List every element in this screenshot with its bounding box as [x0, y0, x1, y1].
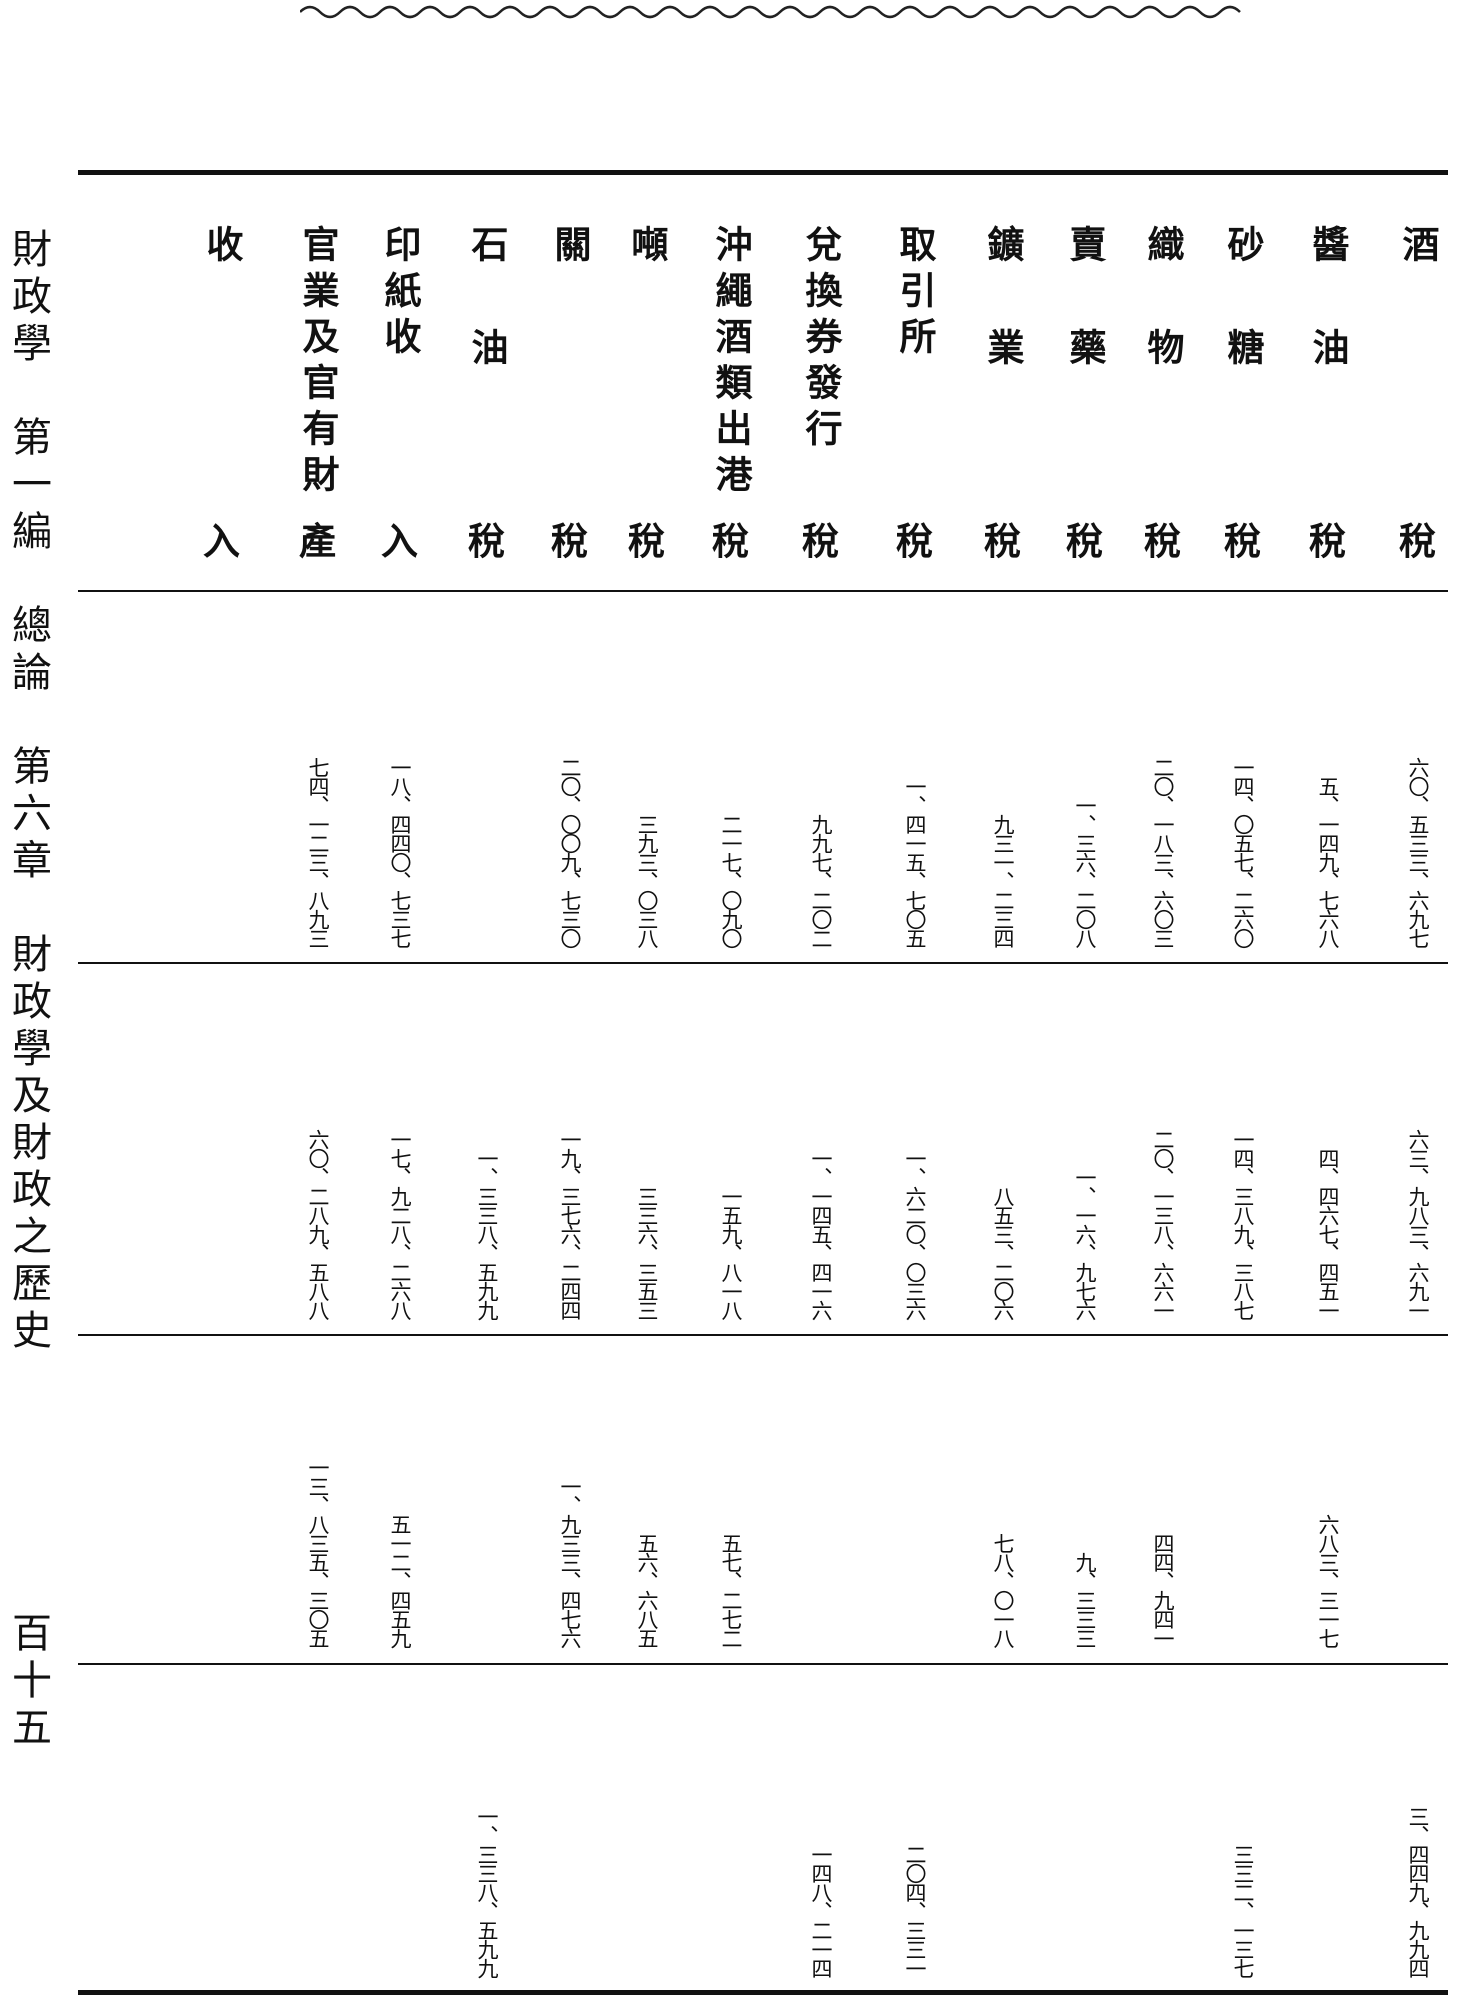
- column-header-6-tail: 稅: [984, 519, 1021, 563]
- column-header-7-body: 取引所: [893, 225, 937, 363]
- cell-r1-c13: 一八、四四〇、七三七: [388, 757, 412, 947]
- column-header-13-body: 印紙收: [378, 225, 422, 363]
- column-header-6-body: 鑛業: [981, 225, 1025, 431]
- cell-r1-c6: 九三一、二三四: [991, 814, 1015, 947]
- table-top-rule: [78, 170, 1448, 175]
- cell-r3-c6: 七八、〇一八: [991, 1533, 1015, 1647]
- column-header-4-body: 織物: [1141, 225, 1185, 431]
- running-head: 財政學 第一編 總論 第六章 財政學及財政之歷史: [5, 228, 51, 1356]
- decorative-wavy-rule: [300, 5, 1241, 19]
- column-header-15-tail: 入: [203, 519, 240, 563]
- cell-r2-c14: 六〇、二八九、五八八: [306, 1129, 330, 1319]
- cell-r1-c2: 五、一四九、七六八: [1316, 776, 1340, 947]
- column-header-3-tail: 稅: [1224, 519, 1261, 563]
- cell-r2-c8: 一、一四五、四一六: [809, 1148, 833, 1319]
- table-bottom-rule: [78, 1990, 1448, 1995]
- column-header-14-body: 官業及官有財: [296, 225, 340, 501]
- column-header-2-body: 醬油: [1306, 225, 1350, 431]
- cell-r2-c2: 四、四六七、四五一: [1316, 1148, 1340, 1319]
- column-header-5-body: 賣藥: [1063, 225, 1107, 431]
- column-header-1-body: 酒: [1396, 225, 1440, 328]
- row-divider-3: [78, 1663, 1448, 1665]
- cell-r3-c13: 五一二、四五九: [388, 1514, 412, 1647]
- cell-r3-c5: 九、三三三: [1073, 1552, 1097, 1647]
- cell-r4-c12: 一、三三八、五九九: [475, 1806, 499, 1977]
- cell-r1-c8: 九九七、二〇二: [809, 814, 833, 947]
- header-bottom-rule: [78, 590, 1448, 592]
- cell-r1-c14: 七四、一二三、八九三: [306, 757, 330, 947]
- cell-r3-c11: 一、九三三、四七六: [558, 1476, 582, 1647]
- cell-r4-c1: 三、四四九、九九四: [1406, 1806, 1430, 1977]
- cell-r1-c10: 三九三、〇三八: [635, 814, 659, 947]
- page-number: 百十五: [5, 1612, 51, 1753]
- cell-r2-c7: 一、六二〇、〇三六: [903, 1148, 927, 1319]
- cell-r2-c4: 二〇、一三八、六六一: [1151, 1129, 1175, 1319]
- cell-r4-c8: 一四八、二一四: [809, 1844, 833, 1977]
- cell-r1-c3: 一四、〇五七、二六〇: [1231, 757, 1255, 947]
- column-header-12-tail: 稅: [468, 519, 505, 563]
- cell-r2-c9: 一五九、八一八: [719, 1186, 743, 1319]
- cell-r4-c3: 三三二、一三七: [1231, 1844, 1255, 1977]
- cell-r2-c12: 一、三三八、五九九: [475, 1148, 499, 1319]
- cell-r1-c11: 二〇、〇〇九、七三〇: [558, 757, 582, 947]
- row-divider-1: [78, 962, 1448, 964]
- cell-r2-c3: 一四、三八九、三八七: [1231, 1129, 1255, 1319]
- column-header-11-tail: 稅: [551, 519, 588, 563]
- cell-r1-c4: 二〇、一八三、六〇三: [1151, 757, 1175, 947]
- column-header-5-tail: 稅: [1066, 519, 1103, 563]
- column-header-8-body: 兌換券發行: [799, 225, 843, 455]
- cell-r2-c5: 一、一六、九七六: [1073, 1167, 1097, 1319]
- cell-r1-c7: 一、四一五、七〇五: [903, 776, 927, 947]
- column-header-15-body: 收: [200, 225, 244, 328]
- cell-r1-c9: 二一七、〇九〇: [719, 814, 743, 947]
- cell-r4-c7: 二〇四、三三一: [903, 1844, 927, 1977]
- column-header-13-tail: 入: [381, 519, 418, 563]
- cell-r2-c11: 一九、三七六、二四四: [558, 1129, 582, 1319]
- column-header-11-body: 關: [548, 225, 592, 328]
- cell-r3-c2: 六八三、三一七: [1316, 1514, 1340, 1647]
- column-header-9-tail: 稅: [712, 519, 749, 563]
- cell-r2-c10: 三三六、三五三: [635, 1186, 659, 1319]
- column-header-12-body: 石油: [465, 225, 509, 431]
- cell-r2-c1: 六三、九八三、六九一: [1406, 1129, 1430, 1319]
- cell-r3-c9: 五七、二七二: [719, 1533, 743, 1647]
- column-header-14-tail: 產: [299, 519, 336, 563]
- column-header-9-body: 沖繩酒類出港: [709, 225, 753, 501]
- cell-r1-c1: 六〇、五三三、六九七: [1406, 757, 1430, 947]
- column-header-10-body: 噸: [625, 225, 669, 328]
- row-divider-2: [78, 1334, 1448, 1336]
- cell-r2-c13: 一七、九二八、二六八: [388, 1129, 412, 1319]
- cell-r1-c5: 一、三六、二〇八: [1073, 795, 1097, 947]
- cell-r2-c6: 八五三、二〇六: [991, 1186, 1015, 1319]
- column-header-2-tail: 稅: [1309, 519, 1346, 563]
- column-header-3-body: 砂糖: [1221, 225, 1265, 431]
- column-header-7-tail: 稅: [896, 519, 933, 563]
- column-header-10-tail: 稅: [628, 519, 665, 563]
- column-header-4-tail: 稅: [1144, 519, 1181, 563]
- column-header-8-tail: 稅: [802, 519, 839, 563]
- cell-r3-c10: 五六、六八五: [635, 1533, 659, 1647]
- column-header-1-tail: 稅: [1399, 519, 1436, 563]
- cell-r3-c14: 一三、八三五、三〇五: [306, 1457, 330, 1647]
- cell-r3-c4: 四四、九四一: [1151, 1533, 1175, 1647]
